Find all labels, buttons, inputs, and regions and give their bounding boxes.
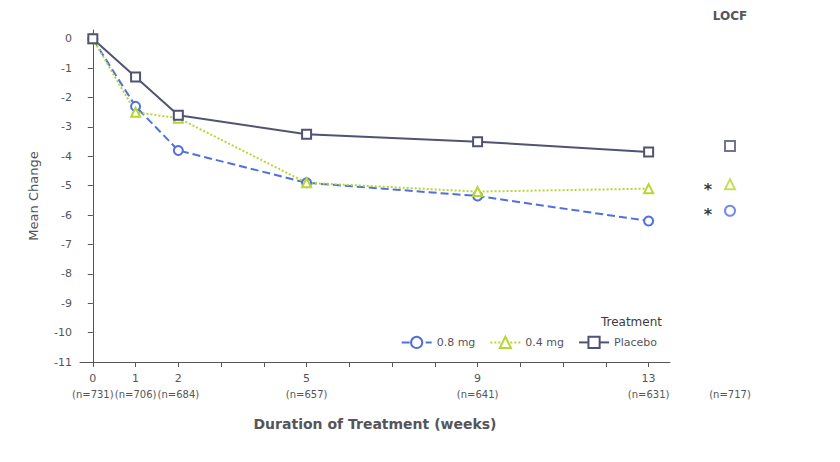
svg-text:Treatment: Treatment (600, 315, 662, 329)
svg-text:-2: -2 (61, 91, 72, 104)
svg-text:(n=731): (n=731) (72, 389, 114, 400)
svg-text:LOCF: LOCF (713, 9, 747, 23)
svg-text:13: 13 (642, 372, 656, 385)
svg-text:(n=706): (n=706) (115, 389, 157, 400)
svg-text:(n=657): (n=657) (286, 389, 328, 400)
svg-text:-11: -11 (54, 356, 72, 369)
svg-text:0.8 mg: 0.8 mg (437, 336, 476, 349)
svg-text:-3: -3 (61, 120, 72, 133)
svg-text:0.4 mg: 0.4 mg (525, 336, 564, 349)
svg-text:Placebo: Placebo (614, 336, 657, 349)
svg-text:1: 1 (132, 372, 139, 385)
svg-text:5: 5 (303, 372, 310, 385)
svg-text:0: 0 (89, 372, 96, 385)
svg-text:-8: -8 (61, 267, 72, 280)
svg-text:-5: -5 (61, 179, 72, 192)
svg-text:-7: -7 (61, 238, 72, 251)
svg-text:*: * (704, 205, 713, 224)
svg-text:-1: -1 (61, 62, 72, 75)
svg-text:-10: -10 (54, 326, 72, 339)
svg-text:-4: -4 (61, 150, 72, 163)
svg-text:*: * (704, 180, 713, 199)
svg-text:0: 0 (65, 32, 72, 45)
svg-text:(n=631): (n=631) (628, 389, 670, 400)
svg-text:9: 9 (474, 372, 481, 385)
svg-text:2: 2 (175, 372, 182, 385)
svg-text:-6: -6 (61, 209, 72, 222)
svg-text:(n=641): (n=641) (457, 389, 499, 400)
svg-text:(n=684): (n=684) (158, 389, 200, 400)
svg-text:-9: -9 (61, 297, 72, 310)
svg-text:Mean Change: Mean Change (26, 151, 41, 240)
svg-text:Duration of Treatment (weeks): Duration of Treatment (weeks) (253, 416, 496, 432)
svg-text:(n=717): (n=717) (709, 389, 751, 400)
